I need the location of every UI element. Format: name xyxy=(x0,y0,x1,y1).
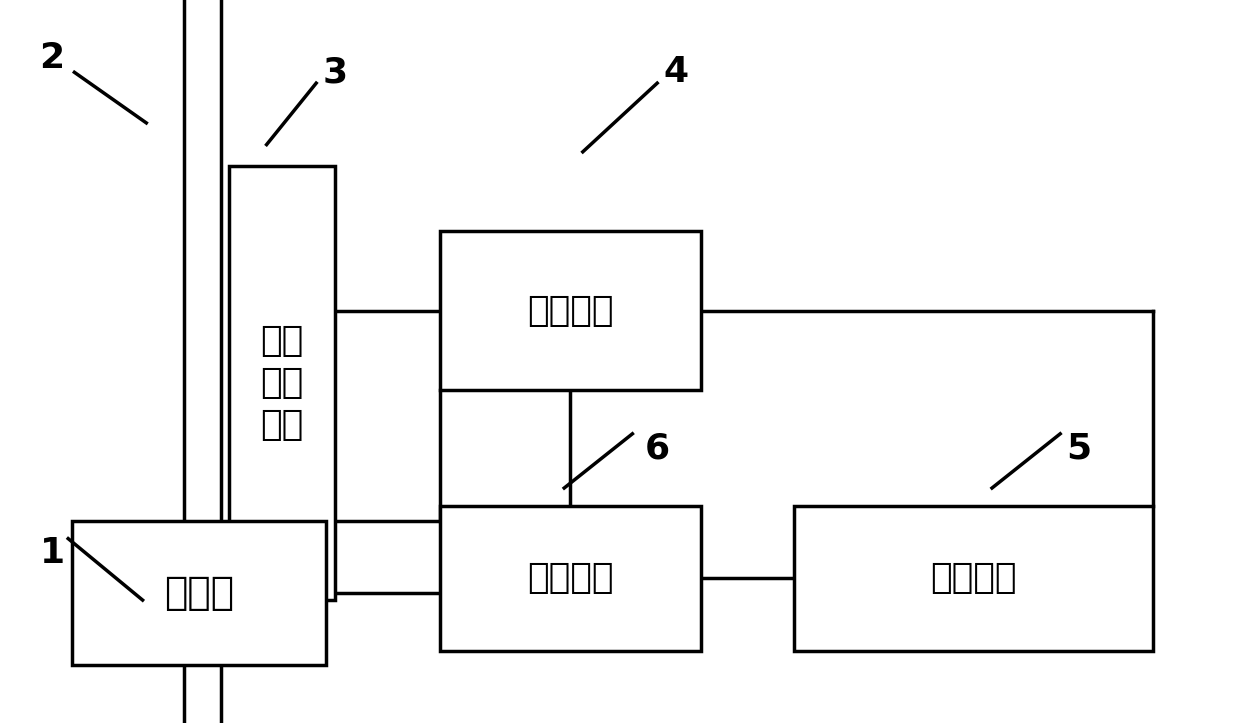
Text: 2: 2 xyxy=(40,40,64,75)
Text: 采样泵: 采样泵 xyxy=(164,574,234,612)
Text: 1: 1 xyxy=(40,536,64,570)
Text: 5: 5 xyxy=(1066,431,1091,466)
Bar xyxy=(794,506,1153,651)
Bar xyxy=(229,166,335,600)
Text: 显示单元: 显示单元 xyxy=(930,561,1017,596)
Text: 6: 6 xyxy=(645,431,670,466)
Text: 气体
传感
单元: 气体 传感 单元 xyxy=(260,324,304,442)
Text: 3: 3 xyxy=(322,55,347,90)
Bar xyxy=(440,231,701,390)
Text: 监控单元: 监控单元 xyxy=(527,294,614,328)
Bar xyxy=(72,521,326,665)
Text: 供电单元: 供电单元 xyxy=(527,561,614,596)
Bar xyxy=(440,506,701,651)
Text: 4: 4 xyxy=(663,55,688,90)
